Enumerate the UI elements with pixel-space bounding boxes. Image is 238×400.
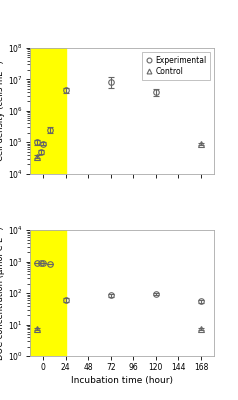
Bar — [30, 48, 65, 174]
Legend: Experimental, Control: Experimental, Control — [142, 52, 210, 80]
Y-axis label: DOC concentration (μmol C L⁻¹): DOC concentration (μmol C L⁻¹) — [0, 226, 5, 360]
Bar — [30, 230, 65, 356]
Y-axis label: Cell density (cells mL⁻¹): Cell density (cells mL⁻¹) — [0, 60, 5, 161]
X-axis label: Incubation time (hour): Incubation time (hour) — [71, 376, 173, 385]
